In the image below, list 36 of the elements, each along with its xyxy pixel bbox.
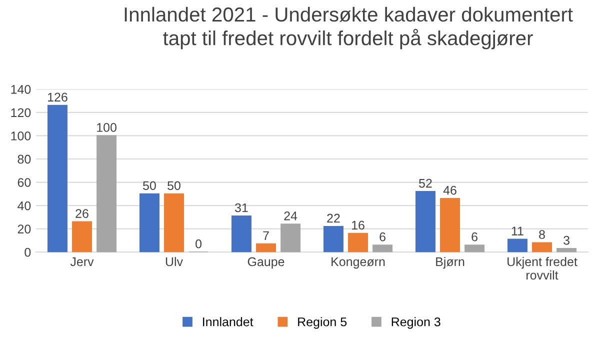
x-tick-label: Kongeørn <box>332 257 385 269</box>
x-tick-label: Jerv <box>70 257 94 266</box>
y-tick-label: 0 <box>24 248 31 257</box>
data-label: 50 <box>168 181 180 190</box>
data-label: 11 <box>512 226 524 236</box>
data-label: 52 <box>419 178 432 188</box>
y-tick-label: 20 <box>18 224 31 234</box>
x-tick-label: Ulv <box>166 256 183 266</box>
x-tick-label: Gaupe <box>248 257 284 269</box>
y-tick-label: 80 <box>18 154 31 164</box>
data-label: 8 <box>539 230 545 239</box>
legend-label: Region 5 <box>298 317 347 329</box>
data-label: 126 <box>48 92 68 102</box>
y-tick-label: 40 <box>18 201 31 210</box>
y-tick-label: 140 <box>11 84 31 94</box>
data-label: 31 <box>234 203 248 212</box>
data-label: 24 <box>284 211 298 220</box>
legend-label: Innlandet <box>203 317 254 326</box>
data-label: 16 <box>352 220 364 230</box>
data-label: 50 <box>143 181 156 190</box>
y-tick-label: 60 <box>18 178 31 187</box>
y-tick-label: 100 <box>11 132 31 140</box>
legend-label: Region 3 <box>392 317 440 329</box>
data-label: 26 <box>76 209 88 218</box>
data-label: 100 <box>97 123 116 132</box>
data-label: 46 <box>443 186 456 195</box>
data-label: 6 <box>472 232 478 242</box>
data-label: 3 <box>564 236 570 245</box>
y-tick-label: 120 <box>11 108 31 118</box>
x-tick-label: Ukjent fredet rovvilt <box>508 256 578 280</box>
chart-title: Innlandet 2021 - Undersøkte kadaver dokumentert tapt til fredet rovvilt fordelt på skadegjører <box>124 6 573 50</box>
data-label: 0 <box>196 239 202 248</box>
data-label: 7 <box>263 231 269 240</box>
data-label: 22 <box>327 214 340 223</box>
data-label: 6 <box>380 232 386 242</box>
x-tick-label: Bjørn <box>436 256 464 269</box>
